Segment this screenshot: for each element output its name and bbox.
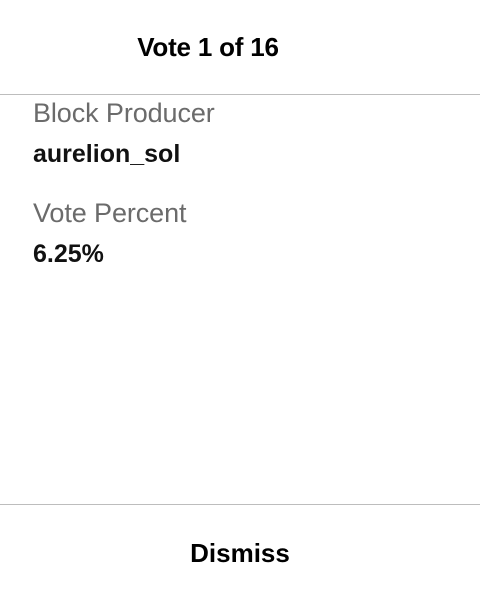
- block-producer-value: aurelion_sol: [33, 140, 181, 168]
- dismiss-button[interactable]: Dismiss: [0, 505, 480, 600]
- dialog-header: Vote 1 of 16: [0, 0, 480, 95]
- dialog-footer: Dismiss: [0, 504, 480, 600]
- block-producer-label: Block Producer: [33, 98, 215, 128]
- vote-percent-value: 6.25%: [33, 240, 104, 268]
- vote-percent-label: Vote Percent: [33, 198, 187, 228]
- dialog-title: Vote 1 of 16: [137, 32, 279, 62]
